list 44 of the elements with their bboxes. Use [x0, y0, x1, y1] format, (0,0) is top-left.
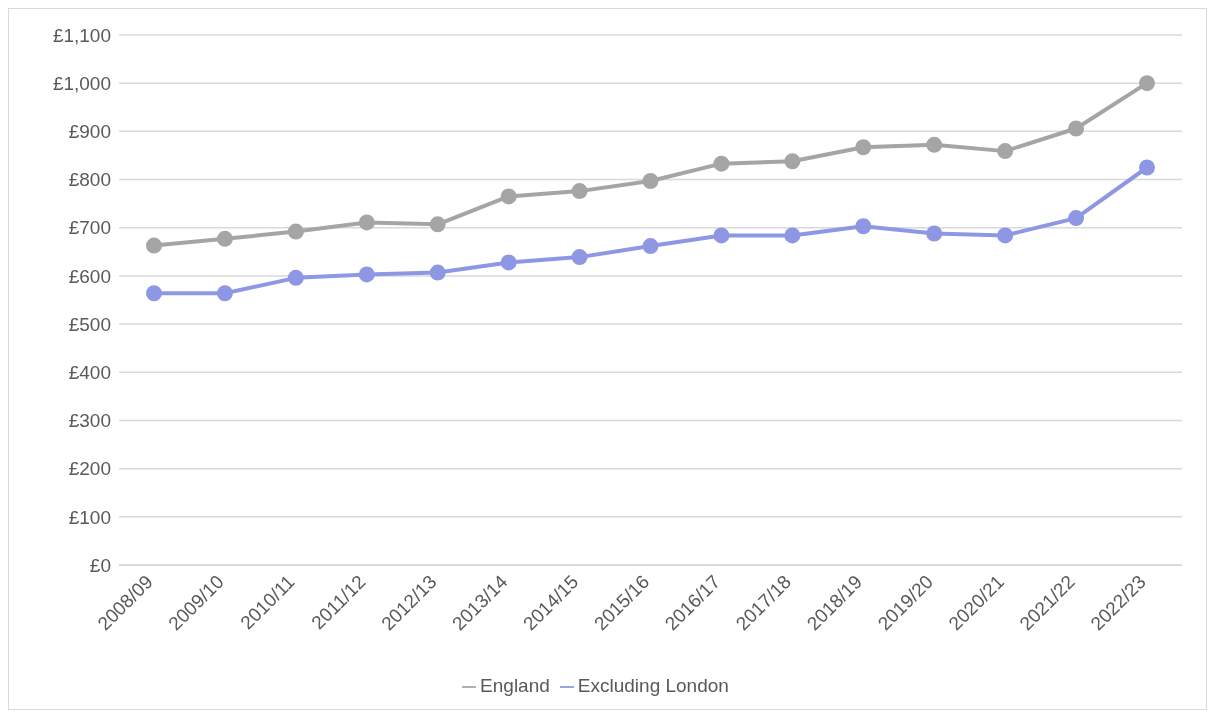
- y-tick-label: £0: [89, 554, 111, 576]
- point: [146, 285, 162, 302]
- point: [571, 249, 588, 266]
- y-tick-label: £600: [68, 265, 111, 287]
- point: [855, 139, 872, 156]
- point: [784, 153, 801, 170]
- point: [997, 143, 1014, 160]
- point: [358, 214, 375, 231]
- y-tick-label: £300: [68, 410, 111, 432]
- y-tick-label: £1,000: [52, 72, 111, 94]
- point: [500, 188, 517, 205]
- legend-label: Excluding London: [577, 675, 729, 696]
- point: [429, 264, 446, 281]
- point: [287, 223, 304, 240]
- point: [358, 266, 375, 283]
- legend-label: England: [480, 675, 550, 696]
- point: [500, 254, 517, 271]
- point: [1139, 159, 1155, 176]
- y-tick-label: £800: [68, 169, 111, 191]
- point: [146, 237, 162, 254]
- point: [216, 230, 233, 247]
- y-tick-label: £100: [68, 506, 111, 528]
- point: [1139, 75, 1155, 92]
- point: [784, 227, 801, 244]
- y-tick-label: £1,100: [52, 24, 111, 46]
- point: [926, 225, 943, 242]
- point: [997, 227, 1014, 244]
- point: [642, 238, 659, 255]
- point: [429, 216, 446, 233]
- point: [926, 136, 943, 153]
- point: [1068, 210, 1085, 227]
- y-tick-label: £700: [68, 217, 111, 239]
- point: [571, 183, 588, 200]
- y-tick-label: £900: [68, 121, 111, 143]
- point: [713, 227, 730, 244]
- point: [216, 285, 233, 302]
- y-tick-label: £500: [68, 313, 111, 335]
- point: [642, 172, 659, 189]
- point: [855, 218, 872, 235]
- y-tick-label: £400: [68, 362, 111, 384]
- point: [713, 155, 730, 172]
- point: [1068, 120, 1085, 137]
- y-tick-label: £200: [68, 458, 111, 480]
- point: [287, 269, 304, 286]
